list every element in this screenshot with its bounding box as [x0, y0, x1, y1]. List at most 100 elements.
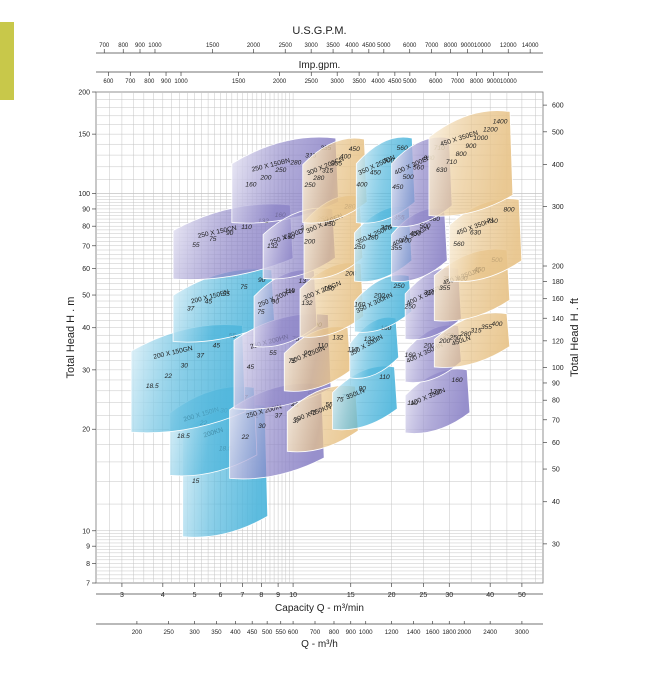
- pump-region: [428, 110, 514, 217]
- m3h-tick-label: 550: [276, 629, 287, 636]
- chart-axes: 7 8 9 10 20 30 40 50 60 70 80 90 100 150 200 Total Head…: [65, 25, 581, 650]
- left-tick-label: 200: [78, 90, 90, 97]
- m3h-tick-label: 2400: [483, 629, 497, 636]
- pump-power-label: 315: [305, 152, 316, 159]
- pump-power-label: 450: [349, 146, 360, 153]
- pump-power-label: 37: [187, 305, 195, 312]
- pump-power-label: 355: [331, 160, 342, 167]
- imp-tick-label: 700: [125, 79, 136, 85]
- pump-power-label: 75: [209, 236, 217, 243]
- pump-power-label: 22: [241, 434, 250, 441]
- pump-power-label: 132: [332, 335, 343, 342]
- pump-power-label: 22: [164, 373, 173, 380]
- right-tick-label: 200: [552, 264, 564, 271]
- pump-power-label: 160: [245, 182, 256, 189]
- pump-power-label: 45: [205, 298, 213, 305]
- pump-power-label: 315: [322, 168, 333, 175]
- pump-power-label: 400: [340, 153, 351, 160]
- pump-power-label: 37: [293, 418, 301, 425]
- pump-power-label: 400: [356, 182, 367, 189]
- bottom-tick-label: 50: [518, 592, 526, 599]
- right-tick-label: 160: [552, 296, 564, 303]
- pump-power-label: 560: [397, 145, 408, 152]
- usgpm-tick-label: 4000: [345, 43, 359, 49]
- left-tick-label: 30: [82, 367, 90, 374]
- pump-power-label: 18.5: [177, 433, 190, 440]
- pump-power-label: 250: [404, 303, 416, 310]
- pump-power-label: 90: [226, 230, 234, 237]
- pump-power-label: 45: [213, 343, 221, 350]
- pump-power-label: 75: [336, 397, 344, 404]
- pump-power-label: 45: [247, 364, 255, 371]
- bottom-tick-label: 25: [419, 592, 427, 599]
- pump-power-label: 1400: [493, 119, 508, 126]
- pump-power-label: 132: [299, 278, 310, 285]
- usgpm-tick-label: 9000: [461, 43, 475, 49]
- pump-power-label: 280: [366, 234, 378, 241]
- m3h-tick-label: 1400: [407, 629, 421, 636]
- right-tick-label: 80: [552, 398, 560, 405]
- pump-power-label: 110: [379, 374, 390, 381]
- bottom-tick-label: 5: [193, 592, 197, 599]
- pump-power-label: 280: [312, 175, 324, 182]
- left-tick-label: 7: [86, 581, 90, 588]
- pump-power-label: 200: [303, 238, 315, 245]
- bottom-tick-label: 15: [347, 592, 355, 599]
- pump-power-label: 500: [403, 174, 414, 181]
- pump-power-label: 200: [344, 271, 356, 278]
- usgpm-tick-label: 7000: [425, 43, 439, 49]
- imp-tick-label: 3500: [352, 79, 366, 85]
- left-tick-label: 50: [82, 293, 90, 300]
- pump-power-label: 250: [323, 221, 335, 228]
- left-tick-label: 80: [82, 224, 90, 231]
- bottom-tick-label: 30: [445, 592, 453, 599]
- pump-power-label: 132: [302, 300, 313, 307]
- m3h-tick-label: 800: [329, 629, 340, 636]
- m3h-tick-label: 700: [310, 629, 321, 636]
- right-tick-label: 70: [552, 417, 560, 424]
- pump-power-label: 110: [347, 346, 358, 353]
- pump-power-label: 75: [257, 309, 265, 316]
- pump-power-label: 160: [380, 325, 391, 332]
- m3h-tick-label: 1800: [442, 629, 456, 636]
- pump-power-label: 200: [259, 174, 271, 181]
- m3h-tick-label: 600: [288, 629, 299, 636]
- pump-power-label: 400: [491, 321, 502, 328]
- bottom-tick-label: 9: [276, 592, 280, 599]
- pump-power-label: 110: [317, 342, 328, 349]
- pump-power-label: 450: [392, 184, 403, 191]
- imp-tick-label: 10000: [500, 79, 517, 85]
- right-tick-label: 100: [552, 365, 564, 372]
- bottom-tick-label: 7: [240, 592, 244, 599]
- left-tick-label: 40: [82, 325, 90, 332]
- pump-power-label: 132: [267, 243, 278, 250]
- pump-power-label: 1000: [473, 135, 488, 142]
- pump-power-label: 560: [429, 216, 440, 223]
- imp-tick-label: 8000: [470, 79, 484, 85]
- right-tick-label: 50: [552, 467, 560, 474]
- usgpm-tick-label: 4500: [362, 43, 376, 49]
- pump-power-label: 710: [487, 218, 498, 225]
- left-tick-label: 20: [82, 427, 90, 434]
- usgpm-tick-label: 2000: [247, 43, 261, 49]
- pump-power-label: 1200: [483, 127, 498, 134]
- pump-power-label: 400: [400, 238, 411, 245]
- right-tick-label: 120: [552, 338, 564, 345]
- usgpm-tick-label: 900: [135, 43, 146, 49]
- right-tick-label: 180: [552, 279, 564, 286]
- bottom-tick-label: 10: [289, 592, 297, 599]
- m3h-tick-label: 200: [132, 629, 143, 636]
- pump-power-label: 110: [285, 288, 296, 295]
- m3h-tick-label: 1600: [426, 629, 440, 636]
- left-tick-label: 10: [82, 528, 90, 535]
- imp-tick-label: 5000: [403, 79, 417, 85]
- right-tick-label: 600: [552, 103, 564, 110]
- usgpm-tick-label: 1000: [148, 43, 162, 49]
- pump-power-label: 450: [410, 230, 421, 237]
